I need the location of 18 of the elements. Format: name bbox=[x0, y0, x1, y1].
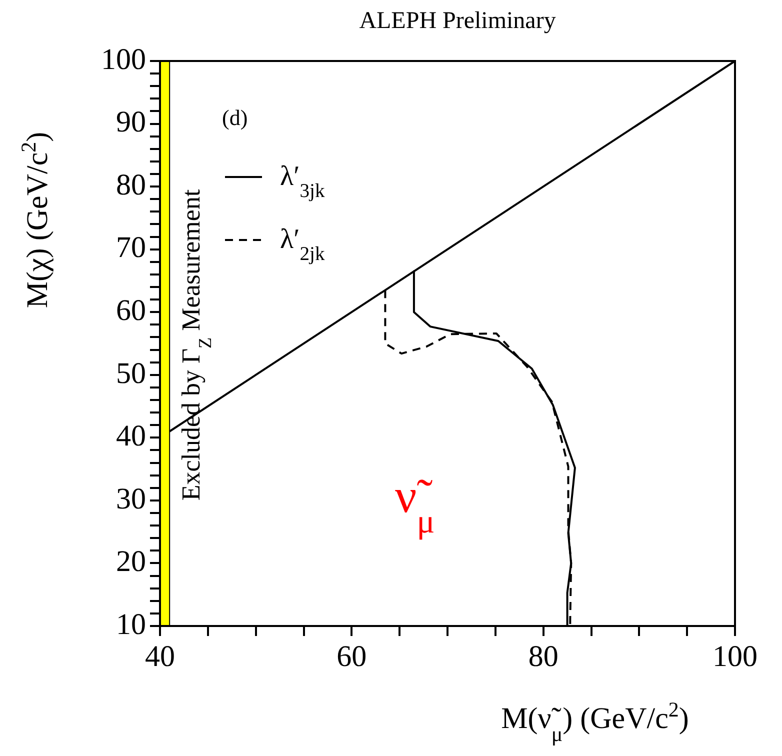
y-tick-label: 90 bbox=[116, 106, 146, 139]
y-tick-label: 20 bbox=[116, 545, 146, 578]
x-tick-label: 100 bbox=[712, 640, 758, 673]
y-tick-label: 50 bbox=[116, 356, 146, 390]
x-tick-label: 80 bbox=[528, 640, 558, 673]
x-tick-label: 40 bbox=[145, 640, 175, 673]
annotation: (d) bbox=[222, 105, 248, 130]
y-tick-label: 80 bbox=[116, 168, 146, 202]
chart-title: ALEPH Preliminary bbox=[359, 8, 556, 34]
y-tick-label: 30 bbox=[116, 482, 146, 516]
band-label: Excluded by ΓZ Measurement bbox=[176, 188, 215, 501]
y-axis-title: M(χ) (GeV/c2) bbox=[16, 132, 54, 308]
y-tick-label: 100 bbox=[101, 42, 146, 76]
y-tick-label: 40 bbox=[116, 420, 146, 453]
x-tick-label: 60 bbox=[336, 640, 367, 673]
y-tick-label: 60 bbox=[116, 294, 146, 327]
y-tick-label: 10 bbox=[116, 608, 146, 641]
y-tick-label: 70 bbox=[116, 231, 146, 264]
